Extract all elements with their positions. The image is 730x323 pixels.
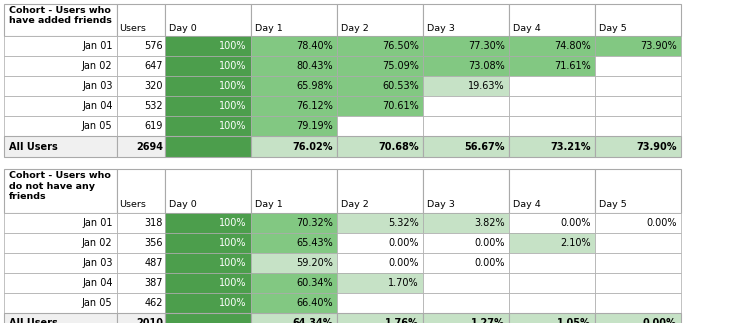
Text: 71.61%: 71.61% xyxy=(554,61,591,71)
Text: 2010: 2010 xyxy=(136,318,163,323)
Text: 387: 387 xyxy=(145,278,163,288)
Text: 79.19%: 79.19% xyxy=(296,121,333,131)
Text: 0.00%: 0.00% xyxy=(474,238,504,248)
Text: 0.00%: 0.00% xyxy=(560,218,591,228)
Text: 70.32%: 70.32% xyxy=(296,218,333,228)
Text: Day 4: Day 4 xyxy=(513,201,541,210)
Text: 100%: 100% xyxy=(219,298,247,308)
Text: All Users: All Users xyxy=(9,318,57,323)
Text: 0.00%: 0.00% xyxy=(643,318,677,323)
Text: Users: Users xyxy=(120,201,146,210)
Text: 65.43%: 65.43% xyxy=(296,238,333,248)
Text: 1.05%: 1.05% xyxy=(557,318,591,323)
Text: 59.20%: 59.20% xyxy=(296,258,333,268)
Text: 1.76%: 1.76% xyxy=(385,318,419,323)
Text: Cohort - Users who
have added friends: Cohort - Users who have added friends xyxy=(9,5,112,25)
Text: 76.50%: 76.50% xyxy=(382,41,419,51)
Text: 0.00%: 0.00% xyxy=(646,218,677,228)
Text: 100%: 100% xyxy=(219,258,247,268)
Text: 66.40%: 66.40% xyxy=(296,298,333,308)
Text: 0.00%: 0.00% xyxy=(388,238,419,248)
Text: 320: 320 xyxy=(145,81,163,91)
Text: 100%: 100% xyxy=(219,278,247,288)
Text: Day 3: Day 3 xyxy=(427,25,456,34)
Text: 56.67%: 56.67% xyxy=(464,141,504,151)
Text: Day 2: Day 2 xyxy=(342,201,369,210)
Text: 73.90%: 73.90% xyxy=(640,41,677,51)
Text: 100%: 100% xyxy=(219,121,247,131)
Text: Day 2: Day 2 xyxy=(342,25,369,34)
Text: 2694: 2694 xyxy=(136,141,163,151)
Text: All Users: All Users xyxy=(9,141,57,151)
Text: 1.70%: 1.70% xyxy=(388,278,419,288)
Text: Jan 05: Jan 05 xyxy=(82,298,112,308)
Text: 5.32%: 5.32% xyxy=(388,218,419,228)
Text: 487: 487 xyxy=(145,258,163,268)
Text: 77.30%: 77.30% xyxy=(468,41,504,51)
Text: Day 1: Day 1 xyxy=(255,201,283,210)
Text: 0.00%: 0.00% xyxy=(388,258,419,268)
Text: 73.90%: 73.90% xyxy=(637,141,677,151)
Text: 100%: 100% xyxy=(219,41,247,51)
Text: 2.10%: 2.10% xyxy=(560,238,591,248)
Text: 532: 532 xyxy=(145,101,163,111)
Text: Jan 02: Jan 02 xyxy=(82,61,112,71)
Text: 60.53%: 60.53% xyxy=(382,81,419,91)
Text: 65.98%: 65.98% xyxy=(296,81,333,91)
Text: 576: 576 xyxy=(145,41,163,51)
Text: 75.09%: 75.09% xyxy=(382,61,419,71)
Text: Jan 03: Jan 03 xyxy=(82,258,112,268)
Text: Users: Users xyxy=(120,25,146,34)
Text: 70.61%: 70.61% xyxy=(382,101,419,111)
Text: Day 5: Day 5 xyxy=(599,25,627,34)
Text: Jan 04: Jan 04 xyxy=(82,101,112,111)
Text: 80.43%: 80.43% xyxy=(296,61,333,71)
Text: 60.34%: 60.34% xyxy=(296,278,333,288)
Text: 462: 462 xyxy=(145,298,163,308)
Text: Day 4: Day 4 xyxy=(513,25,541,34)
Text: 73.08%: 73.08% xyxy=(468,61,504,71)
Text: Day 0: Day 0 xyxy=(169,25,197,34)
Text: 19.63%: 19.63% xyxy=(468,81,504,91)
Text: 318: 318 xyxy=(145,218,163,228)
Text: Jan 01: Jan 01 xyxy=(82,218,112,228)
Text: 78.40%: 78.40% xyxy=(296,41,333,51)
Text: Day 1: Day 1 xyxy=(255,25,283,34)
Text: 64.34%: 64.34% xyxy=(292,318,333,323)
Text: 100%: 100% xyxy=(219,101,247,111)
Text: 100%: 100% xyxy=(219,218,247,228)
Text: 0.00%: 0.00% xyxy=(474,258,504,268)
Text: 647: 647 xyxy=(145,61,163,71)
Text: 3.82%: 3.82% xyxy=(474,218,504,228)
Text: Jan 04: Jan 04 xyxy=(82,278,112,288)
Text: 100%: 100% xyxy=(219,238,247,248)
Text: Jan 02: Jan 02 xyxy=(82,238,112,248)
Text: 100%: 100% xyxy=(219,61,247,71)
Text: 70.68%: 70.68% xyxy=(378,141,419,151)
Text: Jan 05: Jan 05 xyxy=(82,121,112,131)
Text: Cohort - Users who
do not have any
friends: Cohort - Users who do not have any frien… xyxy=(9,171,110,201)
Text: 100%: 100% xyxy=(219,81,247,91)
Text: 76.12%: 76.12% xyxy=(296,101,333,111)
Text: 73.21%: 73.21% xyxy=(550,141,591,151)
Text: Jan 01: Jan 01 xyxy=(82,41,112,51)
Text: 74.80%: 74.80% xyxy=(554,41,591,51)
Text: 356: 356 xyxy=(145,238,163,248)
Text: Day 0: Day 0 xyxy=(169,201,197,210)
Text: 619: 619 xyxy=(145,121,163,131)
Text: 1.27%: 1.27% xyxy=(471,318,504,323)
Text: Jan 03: Jan 03 xyxy=(82,81,112,91)
Text: Day 3: Day 3 xyxy=(427,201,456,210)
Text: Day 5: Day 5 xyxy=(599,201,627,210)
Text: 76.02%: 76.02% xyxy=(292,141,333,151)
